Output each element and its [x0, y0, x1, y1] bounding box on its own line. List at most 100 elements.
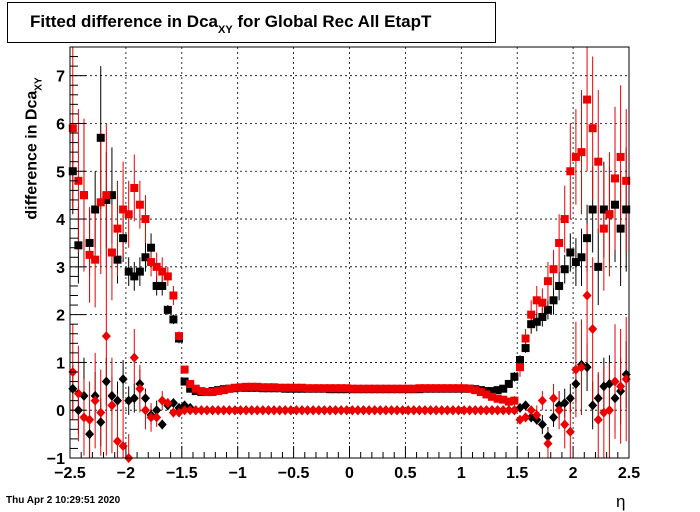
diamond-marker: [381, 405, 391, 416]
square-marker: [443, 384, 452, 393]
square-marker: [202, 388, 211, 397]
diamond-marker: [582, 290, 592, 301]
diamond-marker: [403, 405, 413, 416]
square-marker: [577, 148, 586, 157]
diamond-marker: [241, 405, 251, 416]
diamond-marker: [185, 405, 195, 416]
square-marker: [605, 210, 614, 219]
square-marker: [297, 383, 306, 392]
diamond-marker: [604, 405, 614, 416]
square-marker: [124, 210, 133, 219]
square-marker: [549, 265, 558, 274]
diamond-marker: [219, 405, 229, 416]
square-marker: [130, 272, 139, 281]
square-marker: [583, 95, 592, 104]
square-marker: [426, 384, 435, 393]
diamond-marker: [560, 398, 570, 409]
square-marker: [163, 272, 172, 281]
diamond-marker: [258, 405, 268, 416]
y-tick-label: 5: [56, 164, 65, 181]
diamond-marker: [113, 395, 123, 406]
diamond-marker: [297, 405, 307, 416]
diamond-marker: [135, 383, 145, 394]
tick-labels: −2.5 −2 −1.5 −1 −0.5 0 0.5 1 1.5 2 2.5 −1 0 1 2 3 4 5 6 7: [47, 69, 640, 482]
square-marker: [314, 384, 323, 393]
square-marker: [208, 388, 217, 397]
square-marker: [515, 363, 524, 372]
square-marker: [588, 205, 597, 214]
diamond-marker: [208, 405, 218, 416]
diamond-marker: [342, 405, 352, 416]
square-marker: [409, 384, 418, 393]
diamond-marker: [521, 412, 531, 423]
diamond-marker: [191, 405, 201, 416]
title-main: Fitted difference in Dca: [30, 12, 218, 31]
diamond-marker: [347, 405, 357, 416]
square-marker: [107, 191, 116, 200]
diamond-marker: [101, 331, 111, 342]
square-marker: [448, 384, 457, 393]
square-marker: [504, 379, 513, 388]
square-marker: [230, 383, 239, 392]
square-marker: [158, 267, 167, 276]
square-marker: [560, 215, 569, 224]
diamond-marker: [593, 414, 603, 425]
diamond-marker: [487, 405, 497, 416]
square-marker: [549, 296, 558, 305]
square-marker: [102, 191, 111, 200]
diamond-marker: [504, 405, 514, 416]
square-marker: [488, 392, 497, 401]
diamond-marker: [493, 405, 503, 416]
y-axis-label: difference in DcaXY: [24, 49, 45, 249]
diamond-marker: [470, 405, 480, 416]
grid-lines: [70, 47, 629, 458]
square-marker: [74, 241, 83, 250]
diamond-marker: [129, 352, 139, 363]
square-marker: [348, 384, 357, 393]
diamond-marker: [454, 405, 464, 416]
square-marker: [91, 205, 100, 214]
axes-frame: [69, 46, 630, 459]
square-marker: [96, 133, 105, 142]
square-marker: [465, 384, 474, 393]
diamond-marker: [146, 412, 156, 423]
square-marker: [510, 372, 519, 381]
diamond-marker: [465, 405, 475, 416]
square-marker: [309, 384, 318, 393]
diamond-marker: [275, 405, 285, 416]
square-marker: [186, 379, 195, 388]
diamond-marker: [129, 393, 139, 404]
square-marker: [532, 317, 541, 326]
square-marker: [538, 298, 547, 307]
diamond-marker: [85, 414, 95, 425]
square-marker: [152, 262, 161, 271]
diamond-marker: [498, 405, 508, 416]
square-marker: [583, 234, 592, 243]
square-marker: [147, 258, 156, 267]
diamond-marker: [168, 407, 178, 418]
square-marker: [247, 382, 256, 391]
square-marker: [219, 386, 228, 395]
diamond-marker: [481, 405, 491, 416]
diamond-marker: [353, 405, 363, 416]
diamond-marker: [537, 419, 547, 430]
diamond-marker: [448, 405, 458, 416]
square-marker: [499, 395, 508, 404]
square-marker: [236, 383, 245, 392]
square-marker: [454, 384, 463, 393]
diamond-marker: [431, 405, 441, 416]
square-marker: [135, 200, 144, 209]
diamond-marker: [280, 405, 290, 416]
square-marker: [113, 255, 122, 264]
diamond-marker: [621, 374, 631, 385]
square-marker: [292, 383, 301, 392]
square-marker: [538, 313, 547, 322]
square-marker: [124, 267, 133, 276]
square-marker: [353, 384, 362, 393]
diamond-marker: [314, 405, 324, 416]
square-marker: [515, 356, 524, 365]
diamond-marker: [414, 405, 424, 416]
diamond-marker: [196, 405, 206, 416]
diamond-marker: [549, 412, 559, 423]
